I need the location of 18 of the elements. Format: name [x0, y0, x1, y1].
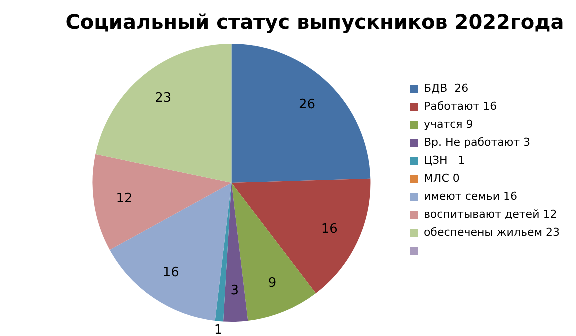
data-label: 1 — [214, 322, 223, 336]
data-label: 16 — [162, 265, 180, 280]
data-label: 3 — [230, 284, 240, 299]
legend-label: ЦЗН 1 — [424, 154, 466, 167]
legend-label: Работают 16 — [424, 100, 498, 113]
data-label: 9 — [268, 276, 277, 291]
legend-label: имеют семьи 16 — [424, 190, 518, 203]
data-label: 26 — [298, 98, 316, 113]
legend-label: МЛС 0 — [424, 172, 460, 185]
data-label: 12 — [116, 191, 133, 206]
legend-label: обеспечены жильем 23 — [424, 226, 560, 239]
data-label: 16 — [321, 222, 338, 238]
legend-label: воспитывают детей 12 — [424, 208, 558, 221]
legend-label: БДВ 26 — [424, 82, 469, 95]
data-label: 23 — [155, 91, 172, 106]
legend-label: Вр. Не работают 3 — [424, 136, 531, 149]
legend-label: учатся 9 — [424, 118, 474, 131]
chart-title: Социальный статус выпускников 2022года — [66, 10, 564, 34]
